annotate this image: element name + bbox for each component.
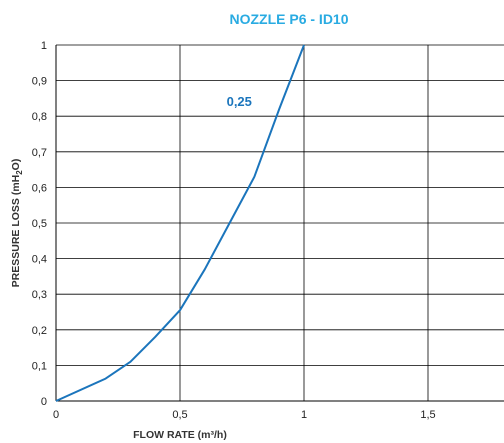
y-tick-label: 0 bbox=[41, 396, 47, 408]
y-tick-label: 0,8 bbox=[32, 111, 47, 123]
x-tick-label: 0 bbox=[53, 409, 59, 421]
y-tick-label: 0,2 bbox=[32, 325, 47, 337]
y-axis-title-suffix: O) bbox=[10, 159, 22, 171]
y-tick-label: 0,7 bbox=[32, 147, 47, 159]
y-tick-label: 0,5 bbox=[32, 218, 47, 230]
chart-title: NOZZLE P6 - ID10 bbox=[229, 11, 348, 27]
y-tick-label: 0,6 bbox=[32, 182, 47, 194]
grid bbox=[55, 44, 504, 402]
x-tick-label: 0,5 bbox=[172, 409, 187, 421]
y-tick-label: 0,4 bbox=[32, 254, 47, 266]
y-tick-label: 1 bbox=[41, 40, 47, 52]
x-axis-title: FLOW RATE (m³/h) bbox=[133, 429, 227, 441]
series-label: 0,25 bbox=[227, 94, 252, 109]
y-axis-title: PRESSURE LOSS (mH2O) bbox=[10, 159, 24, 288]
x-tick-label: 1,5 bbox=[420, 409, 435, 421]
x-tick-label: 1 bbox=[301, 409, 307, 421]
y-axis-title-prefix: PRESSURE LOSS (mH bbox=[10, 175, 22, 288]
y-axis-title-subscript: 2 bbox=[15, 170, 24, 175]
y-axis-ticks: 0 0,1 0,2 0,3 0,4 0,5 0,6 0,7 0,8 0,9 1 bbox=[32, 40, 47, 408]
y-tick-label: 0,3 bbox=[32, 289, 47, 301]
series-line bbox=[55, 44, 305, 402]
y-tick-label: 0,1 bbox=[32, 360, 47, 372]
y-tick-label: 0,9 bbox=[32, 76, 47, 88]
x-axis-ticks: 0 0,5 1 1,5 bbox=[53, 409, 436, 421]
series-group: 0,25 bbox=[55, 44, 305, 402]
